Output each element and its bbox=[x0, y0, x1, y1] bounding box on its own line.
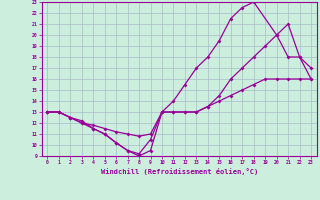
X-axis label: Windchill (Refroidissement éolien,°C): Windchill (Refroidissement éolien,°C) bbox=[100, 168, 258, 175]
